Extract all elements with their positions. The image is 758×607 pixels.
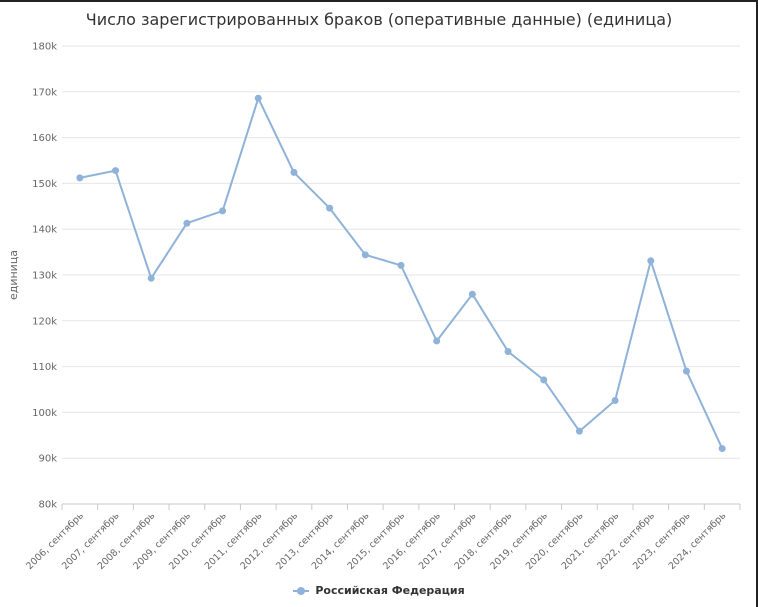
data-point[interactable] bbox=[326, 204, 334, 212]
legend-item-series[interactable]: Российская Федерация bbox=[293, 584, 465, 597]
series-line bbox=[79, 97, 724, 450]
data-point[interactable] bbox=[397, 261, 405, 269]
series-group bbox=[76, 94, 726, 453]
data-point[interactable] bbox=[112, 167, 120, 175]
data-point[interactable] bbox=[76, 174, 84, 182]
legend-label: Российская Федерация bbox=[315, 584, 465, 597]
y-tick-label: 170k bbox=[32, 87, 57, 98]
top-border bbox=[0, 0, 758, 2]
y-tick-label: 130k bbox=[32, 271, 57, 282]
legend: Российская Федерация bbox=[0, 584, 758, 597]
y-tick-label: 120k bbox=[32, 316, 57, 327]
legend-marker-icon bbox=[293, 586, 310, 596]
data-point[interactable] bbox=[540, 376, 548, 384]
data-point[interactable] bbox=[147, 274, 155, 282]
data-point[interactable] bbox=[647, 257, 655, 265]
grid-lines bbox=[62, 45, 740, 505]
y-axis-label: единица bbox=[7, 250, 20, 300]
data-point[interactable] bbox=[433, 337, 441, 345]
data-point[interactable] bbox=[468, 290, 476, 298]
data-point[interactable] bbox=[183, 219, 191, 227]
y-tick-label: 180k bbox=[32, 42, 57, 53]
y-tick-label: 90k bbox=[38, 454, 57, 465]
data-point[interactable] bbox=[611, 396, 619, 404]
data-point[interactable] bbox=[219, 207, 227, 215]
data-point[interactable] bbox=[504, 347, 512, 355]
data-point[interactable] bbox=[682, 367, 690, 375]
data-point[interactable] bbox=[254, 94, 262, 102]
y-tick-label: 140k bbox=[32, 225, 57, 236]
data-point[interactable] bbox=[290, 168, 298, 176]
y-tick-label: 150k bbox=[32, 179, 57, 190]
y-axis-ticks: 80k 90k 100k 110k 120k 130k 140k 150k 160k 170k 18… bbox=[32, 42, 57, 511]
data-point[interactable] bbox=[361, 251, 369, 259]
data-point[interactable] bbox=[575, 427, 583, 435]
chart-title: Число зарегистрированных браков (операти… bbox=[85, 10, 673, 29]
y-tick-label: 100k bbox=[32, 408, 57, 419]
y-tick-label: 80k bbox=[38, 500, 57, 511]
right-border bbox=[756, 0, 758, 607]
y-tick-label: 110k bbox=[32, 362, 57, 373]
y-tick-label: 160k bbox=[32, 133, 57, 144]
data-point[interactable] bbox=[718, 445, 726, 453]
